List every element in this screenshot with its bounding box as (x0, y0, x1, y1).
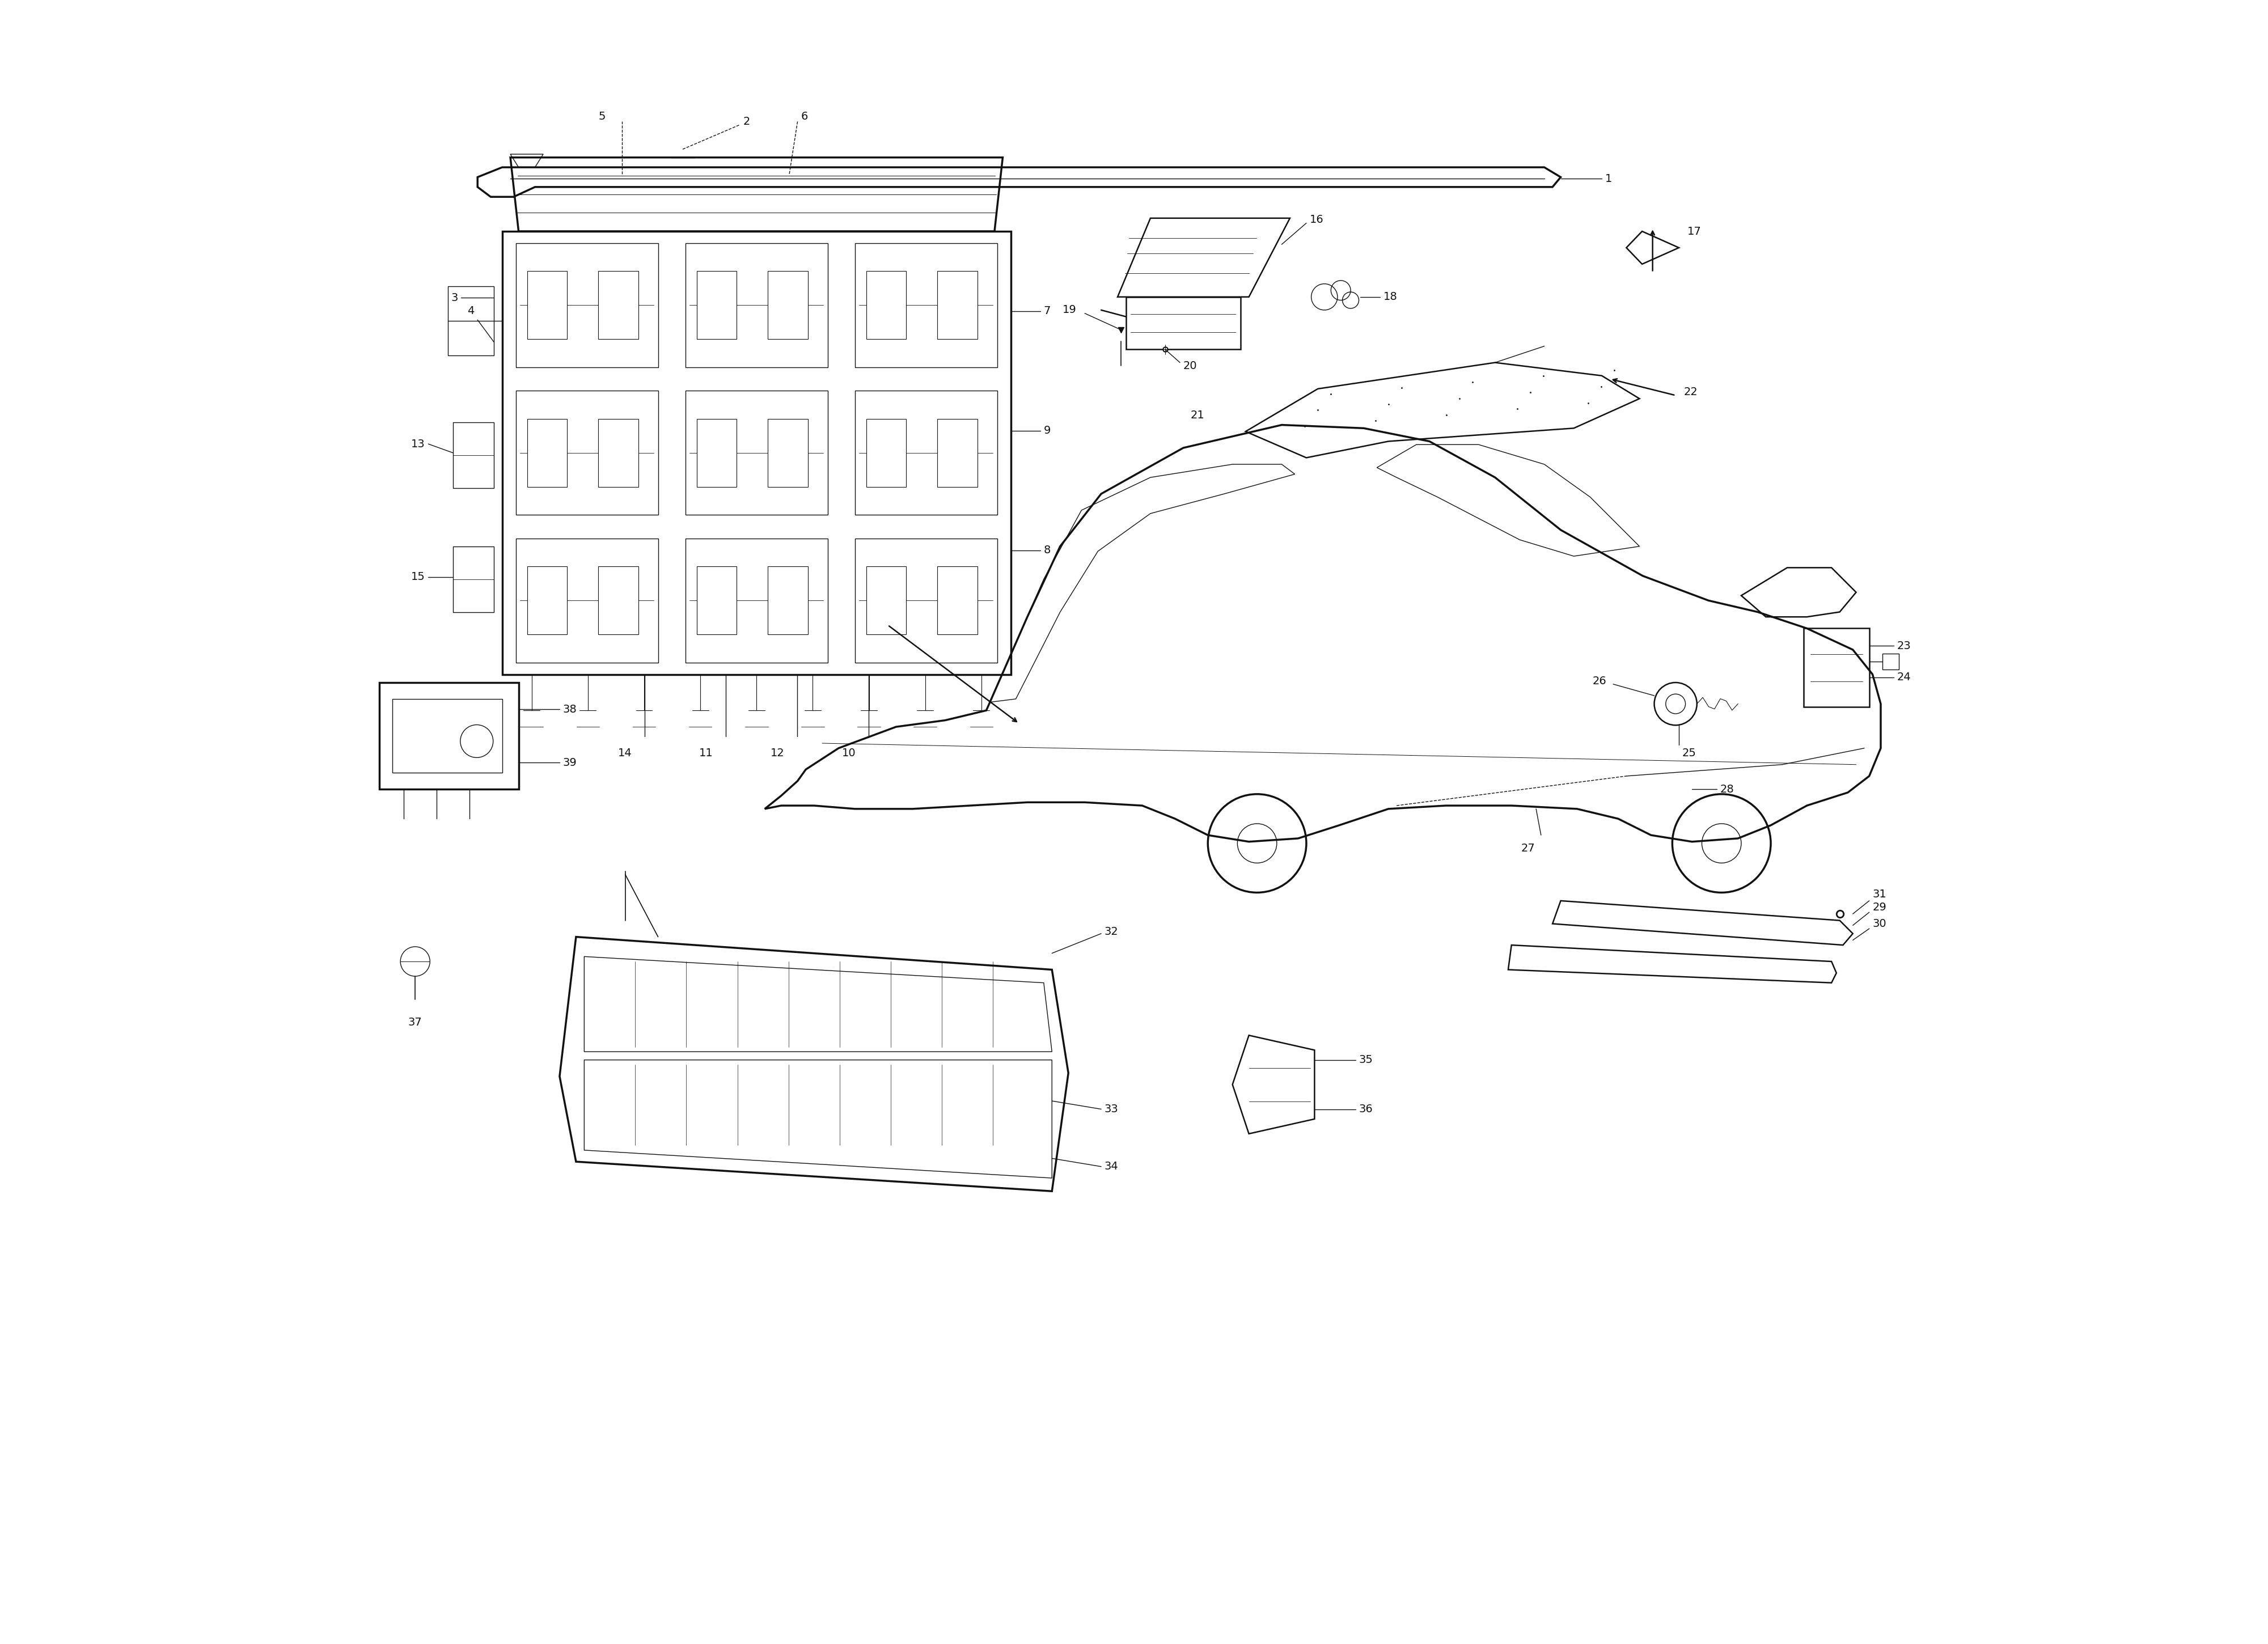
Bar (696, 419, 737, 487)
Text: 18: 18 (1383, 291, 1397, 302)
Bar (449, 286, 494, 355)
Text: 19: 19 (1061, 304, 1077, 316)
Text: 6: 6 (801, 112, 807, 122)
Text: 22: 22 (1683, 386, 1699, 398)
Bar (685, 539, 828, 663)
Text: 37: 37 (408, 1016, 422, 1028)
Bar (937, 419, 978, 487)
Text: 35: 35 (1359, 1054, 1372, 1065)
Text: 26: 26 (1592, 676, 1606, 686)
Text: 5: 5 (599, 112, 606, 122)
Text: 33: 33 (1105, 1103, 1118, 1115)
Text: 16: 16 (1309, 214, 1325, 225)
Text: 8: 8 (1043, 544, 1050, 556)
Bar (866, 271, 907, 339)
Text: 27: 27 (1522, 843, 1535, 853)
Bar (454, 423, 494, 488)
Text: 28: 28 (1719, 784, 1735, 794)
Bar (392, 699, 501, 773)
Bar (454, 547, 494, 612)
Bar (696, 567, 737, 635)
Bar (855, 243, 998, 367)
Bar (1803, 628, 1869, 707)
Text: 14: 14 (617, 748, 633, 758)
Bar (526, 567, 567, 635)
Text: 10: 10 (841, 748, 855, 758)
Bar (866, 567, 907, 635)
Bar (526, 419, 567, 487)
Bar (526, 271, 567, 339)
Text: 29: 29 (1873, 903, 1887, 912)
Text: 15: 15 (411, 572, 424, 582)
Bar (855, 391, 998, 515)
Text: 38: 38 (562, 704, 576, 715)
Text: 24: 24 (1896, 672, 1912, 682)
Text: 1: 1 (1606, 173, 1613, 184)
Text: 13: 13 (411, 439, 424, 449)
Text: 17: 17 (1687, 225, 1701, 237)
Text: 20: 20 (1184, 360, 1198, 372)
Text: 32: 32 (1105, 927, 1118, 937)
Text: 25: 25 (1683, 748, 1696, 758)
Bar (501, 232, 1012, 674)
Bar (599, 271, 637, 339)
Bar (1882, 654, 1898, 669)
Text: 2: 2 (744, 117, 751, 127)
Text: 12: 12 (771, 748, 785, 758)
Text: 7: 7 (1043, 306, 1050, 316)
Text: 4: 4 (467, 306, 474, 316)
Text: 30: 30 (1873, 919, 1887, 929)
Bar (515, 243, 658, 367)
Text: 34: 34 (1105, 1161, 1118, 1172)
Bar (599, 419, 637, 487)
Bar (379, 682, 519, 789)
Bar (866, 419, 907, 487)
Text: 31: 31 (1873, 889, 1887, 899)
Bar (599, 567, 637, 635)
Text: 23: 23 (1896, 640, 1912, 651)
Bar (515, 391, 658, 515)
Bar (769, 419, 807, 487)
Text: 3: 3 (451, 293, 458, 302)
Bar (937, 271, 978, 339)
Bar (855, 539, 998, 663)
Text: 11: 11 (699, 748, 714, 758)
Text: 21: 21 (1191, 409, 1204, 421)
Bar (937, 567, 978, 635)
Bar (769, 271, 807, 339)
Bar (769, 567, 807, 635)
Bar (515, 539, 658, 663)
Text: 36: 36 (1359, 1103, 1372, 1115)
Text: 9: 9 (1043, 426, 1050, 436)
Bar (685, 243, 828, 367)
Text: 39: 39 (562, 758, 576, 768)
Bar (685, 391, 828, 515)
Bar (696, 271, 737, 339)
